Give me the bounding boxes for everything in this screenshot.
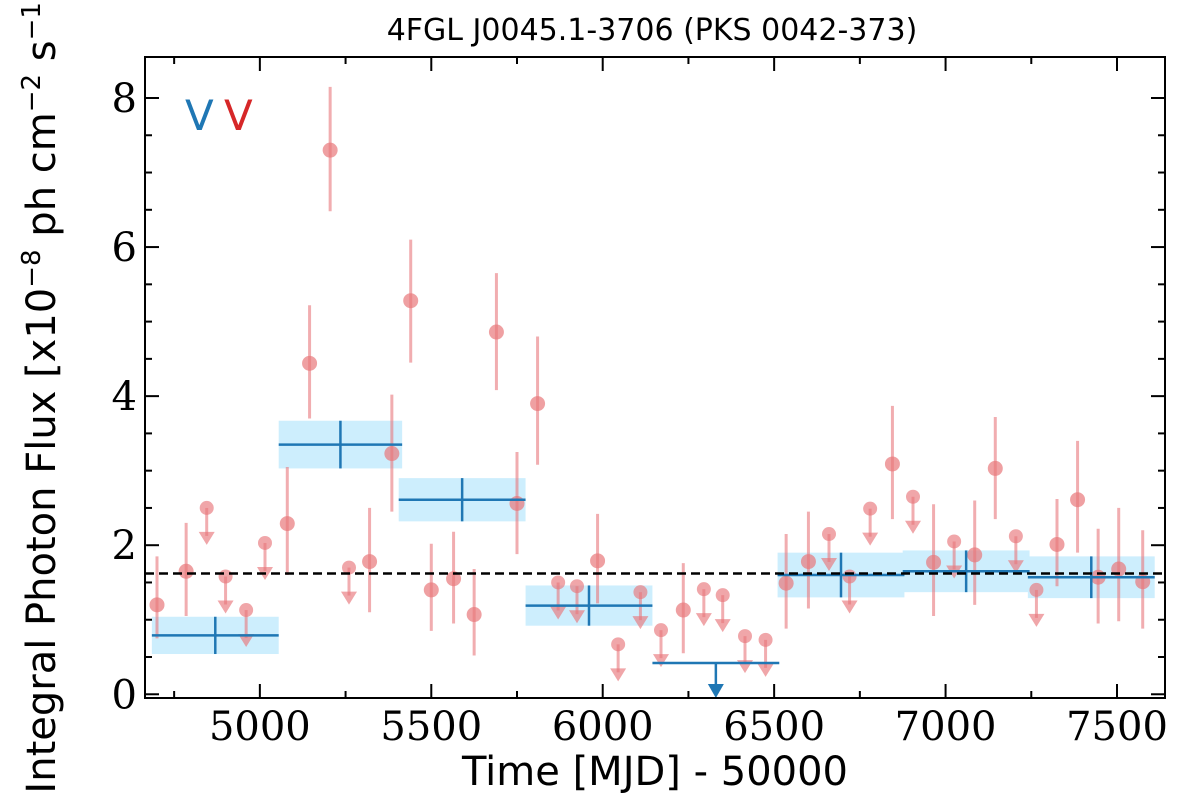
x-tick-label: 6000	[552, 704, 654, 750]
fine-data-point	[800, 554, 816, 570]
y-tick-label: 2	[112, 523, 137, 569]
fine-upper-limit-point	[947, 534, 962, 549]
fine-upper-limit-point	[906, 489, 920, 504]
y-tick-labels: 0 2 4 6 8	[112, 76, 137, 718]
fine-data-point	[466, 607, 482, 623]
y-axis-label: Integral Photon Flux [x10−8 ph cm−2 s−1]	[17, 0, 65, 794]
coarse-bin-bands	[151, 420, 1155, 655]
plot-frame	[144, 56, 1166, 699]
x-tick-label: 7500	[1066, 704, 1168, 750]
y-tick-label: 4	[112, 374, 137, 420]
fine-upper-limit-point	[611, 637, 626, 652]
y-axis-label-mid: ph cm	[19, 112, 65, 249]
y-axis-label-exp3: −1	[17, 2, 47, 40]
fine-upper-limit-arrow	[1028, 613, 1045, 627]
legend-mark-coarse: V	[185, 91, 214, 140]
fine-upper-limit-arrow	[198, 531, 215, 545]
fine-upper-limit-point	[570, 579, 584, 594]
fine-data-point	[384, 446, 400, 462]
y-tick-label: 6	[112, 225, 137, 271]
fine-upper-limit-arrow	[550, 606, 567, 620]
fine-upper-limit-arrow	[238, 634, 255, 648]
fine-upper-limit-arrow	[632, 616, 649, 630]
fine-upper-limit-point	[863, 501, 878, 516]
fine-data-point	[149, 597, 165, 613]
fine-data-point	[1070, 492, 1086, 508]
fine-upper-limit-point	[1008, 529, 1023, 544]
fine-upper-limit-arrow	[569, 610, 585, 624]
legend-mark-fine: V	[224, 91, 253, 140]
fine-data-point	[884, 456, 900, 472]
fine-data-point	[178, 563, 194, 579]
coarse-upper-limit-arrow	[707, 684, 724, 698]
y-axis-label-end: ]	[19, 0, 65, 2]
fine-upper-limit-arrow	[217, 600, 234, 614]
x-tick-label: 5000	[209, 704, 311, 750]
fine-data-point	[488, 324, 504, 340]
fine-data-point	[967, 547, 983, 563]
fine-data-point	[778, 575, 794, 591]
fine-upper-limit-point	[822, 527, 836, 542]
fine-data-point	[302, 355, 318, 371]
fine-upper-limit-arrow	[714, 619, 731, 633]
fine-data-point	[987, 460, 1003, 476]
fine-upper-limit-point	[199, 500, 214, 515]
fine-upper-limit-point	[342, 560, 356, 575]
fine-upper-limit-point	[633, 585, 648, 600]
y-axis-label-mid2: s	[19, 40, 65, 74]
fine-upper-limit-arrow	[653, 654, 669, 668]
fine-upper-limit-arrow	[905, 520, 921, 534]
fine-upper-limit-arrow	[341, 591, 357, 605]
fine-upper-limit-point	[654, 623, 668, 638]
fine-data-point	[423, 582, 439, 598]
x-tick-label: 5500	[380, 704, 482, 750]
axis-ticks	[145, 57, 1165, 698]
legend: V V	[185, 91, 253, 140]
fine-upper-limit-point	[738, 629, 752, 644]
fine-data-point	[675, 602, 691, 618]
x-tick-label: 7000	[895, 704, 997, 750]
x-tick-labels: 5000 5500 6000 6500 7000 7500	[209, 704, 1168, 750]
x-tick-label: 6500	[723, 704, 825, 750]
y-tick-label: 0	[112, 672, 137, 718]
fine-data-point	[279, 516, 295, 532]
fine-data-point	[590, 553, 606, 569]
fine-upper-limit-arrow	[610, 668, 627, 682]
fine-upper-limit-point	[258, 535, 272, 550]
coarse-bin-points	[151, 420, 1155, 698]
fine-data-point	[362, 554, 378, 570]
fine-upper-limit-arrow	[695, 613, 712, 627]
fine-data-point	[403, 293, 419, 309]
fine-upper-limit-arrow	[757, 663, 774, 677]
fine-upper-limit-point	[1029, 582, 1044, 597]
fine-data-point	[1049, 536, 1065, 552]
fine-data-point	[530, 396, 546, 412]
x-axis-label: Time [MJD] - 50000	[461, 749, 848, 795]
fine-upper-limit-point	[758, 632, 773, 647]
fine-upper-limit-arrow	[1007, 560, 1024, 574]
fine-upper-limit-arrow	[862, 532, 879, 546]
fine-upper-limit-point	[551, 575, 566, 590]
fine-data-point	[509, 495, 525, 511]
fine-upper-limit-point	[239, 603, 254, 618]
fine-upper-limit-point	[842, 569, 857, 584]
y-tick-label: 8	[112, 76, 137, 122]
y-axis-label-exp1: −8	[17, 249, 47, 287]
fine-data-point	[926, 554, 942, 570]
fine-bin-points	[149, 86, 1151, 682]
fine-data-point	[446, 571, 462, 587]
fine-upper-limit-point	[696, 582, 711, 597]
chart-title: 4FGL J0045.1-3706 (PKS 0042-373)	[387, 13, 918, 48]
fine-data-point	[322, 142, 338, 158]
y-axis-label-main: Integral Photon Flux [x10	[19, 288, 65, 794]
y-axis-label-exp2: −2	[17, 74, 47, 112]
fine-upper-limit-point	[218, 569, 233, 584]
fine-upper-limit-point	[715, 588, 730, 603]
fine-upper-limit-arrow	[841, 600, 858, 614]
fine-upper-limit-arrow	[821, 558, 837, 572]
